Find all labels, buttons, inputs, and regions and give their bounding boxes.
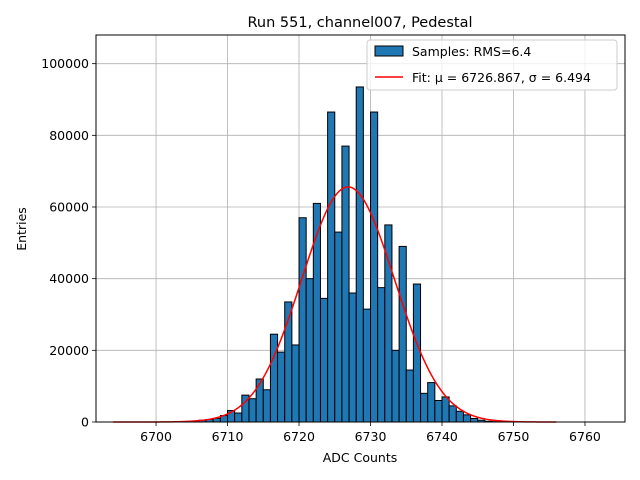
histogram-bar bbox=[348, 292, 357, 423]
y-tick-label: 40000 bbox=[49, 271, 89, 286]
histogram-bar bbox=[377, 287, 386, 423]
histogram-bar bbox=[327, 111, 336, 423]
histogram-bar bbox=[398, 245, 407, 423]
x-tick-label: 6760 bbox=[569, 429, 601, 444]
x-tick-label: 6730 bbox=[355, 429, 387, 444]
histogram-bars bbox=[191, 86, 500, 423]
x-axis-ticks: 6700 6710 6720 6730 6740 6750 6760 bbox=[140, 422, 601, 444]
histogram-bar bbox=[427, 382, 436, 423]
histogram-bar bbox=[234, 412, 243, 423]
legend: Samples: RMS=6.4 Fit: μ = 6726.867, σ = … bbox=[366, 39, 618, 91]
y-tick-label: 20000 bbox=[49, 343, 89, 358]
legend-label-samples: Samples: RMS=6.4 bbox=[412, 44, 531, 59]
x-tick-label: 6710 bbox=[212, 429, 244, 444]
histogram-bar bbox=[334, 231, 343, 423]
histogram-bar bbox=[412, 283, 422, 423]
histogram-bar bbox=[298, 217, 307, 423]
histogram-bar bbox=[362, 308, 372, 423]
y-tick-label: 80000 bbox=[49, 128, 89, 143]
legend-patch-samples bbox=[374, 45, 404, 57]
x-axis-label: ADC Counts bbox=[323, 450, 398, 465]
histogram-bar bbox=[370, 111, 379, 423]
y-axis-ticks: 0 20000 40000 60000 80000 100000 bbox=[41, 56, 96, 430]
chart-title: Run 551, channel007, Pedestal bbox=[247, 15, 472, 31]
x-tick-label: 6750 bbox=[498, 429, 530, 444]
legend-box bbox=[366, 39, 618, 91]
histogram-bar bbox=[455, 410, 464, 423]
histogram-bar bbox=[405, 369, 414, 423]
histogram-bar bbox=[470, 417, 479, 423]
x-tick-label: 6740 bbox=[426, 429, 458, 444]
histogram-bar bbox=[319, 297, 329, 423]
histogram-bar bbox=[355, 86, 364, 423]
x-tick-label: 6720 bbox=[283, 429, 315, 444]
histogram-bar bbox=[305, 278, 314, 423]
y-tick-label: 0 bbox=[81, 415, 89, 430]
x-tick-label: 6700 bbox=[140, 429, 172, 444]
legend-label-fit: Fit: μ = 6726.867, σ = 6.494 bbox=[412, 70, 591, 85]
histogram-bar bbox=[277, 351, 286, 423]
histogram-bar bbox=[441, 396, 450, 423]
histogram-bar bbox=[462, 414, 472, 423]
gaussian-fit-curve bbox=[113, 186, 557, 423]
histogram-bar bbox=[391, 349, 400, 423]
axes-frame bbox=[95, 34, 626, 423]
histogram-bar bbox=[248, 398, 257, 423]
histogram-bar bbox=[269, 333, 279, 423]
y-tick-label: 100000 bbox=[41, 56, 89, 71]
y-axis-label: Entries bbox=[14, 207, 29, 251]
histogram-bar bbox=[448, 405, 457, 423]
histogram-bar bbox=[291, 344, 300, 423]
histogram-bar bbox=[420, 392, 429, 423]
y-tick-label: 60000 bbox=[49, 200, 89, 215]
histogram-bar bbox=[255, 378, 264, 423]
histogram-bar bbox=[262, 389, 271, 423]
histogram-bar bbox=[434, 400, 443, 423]
